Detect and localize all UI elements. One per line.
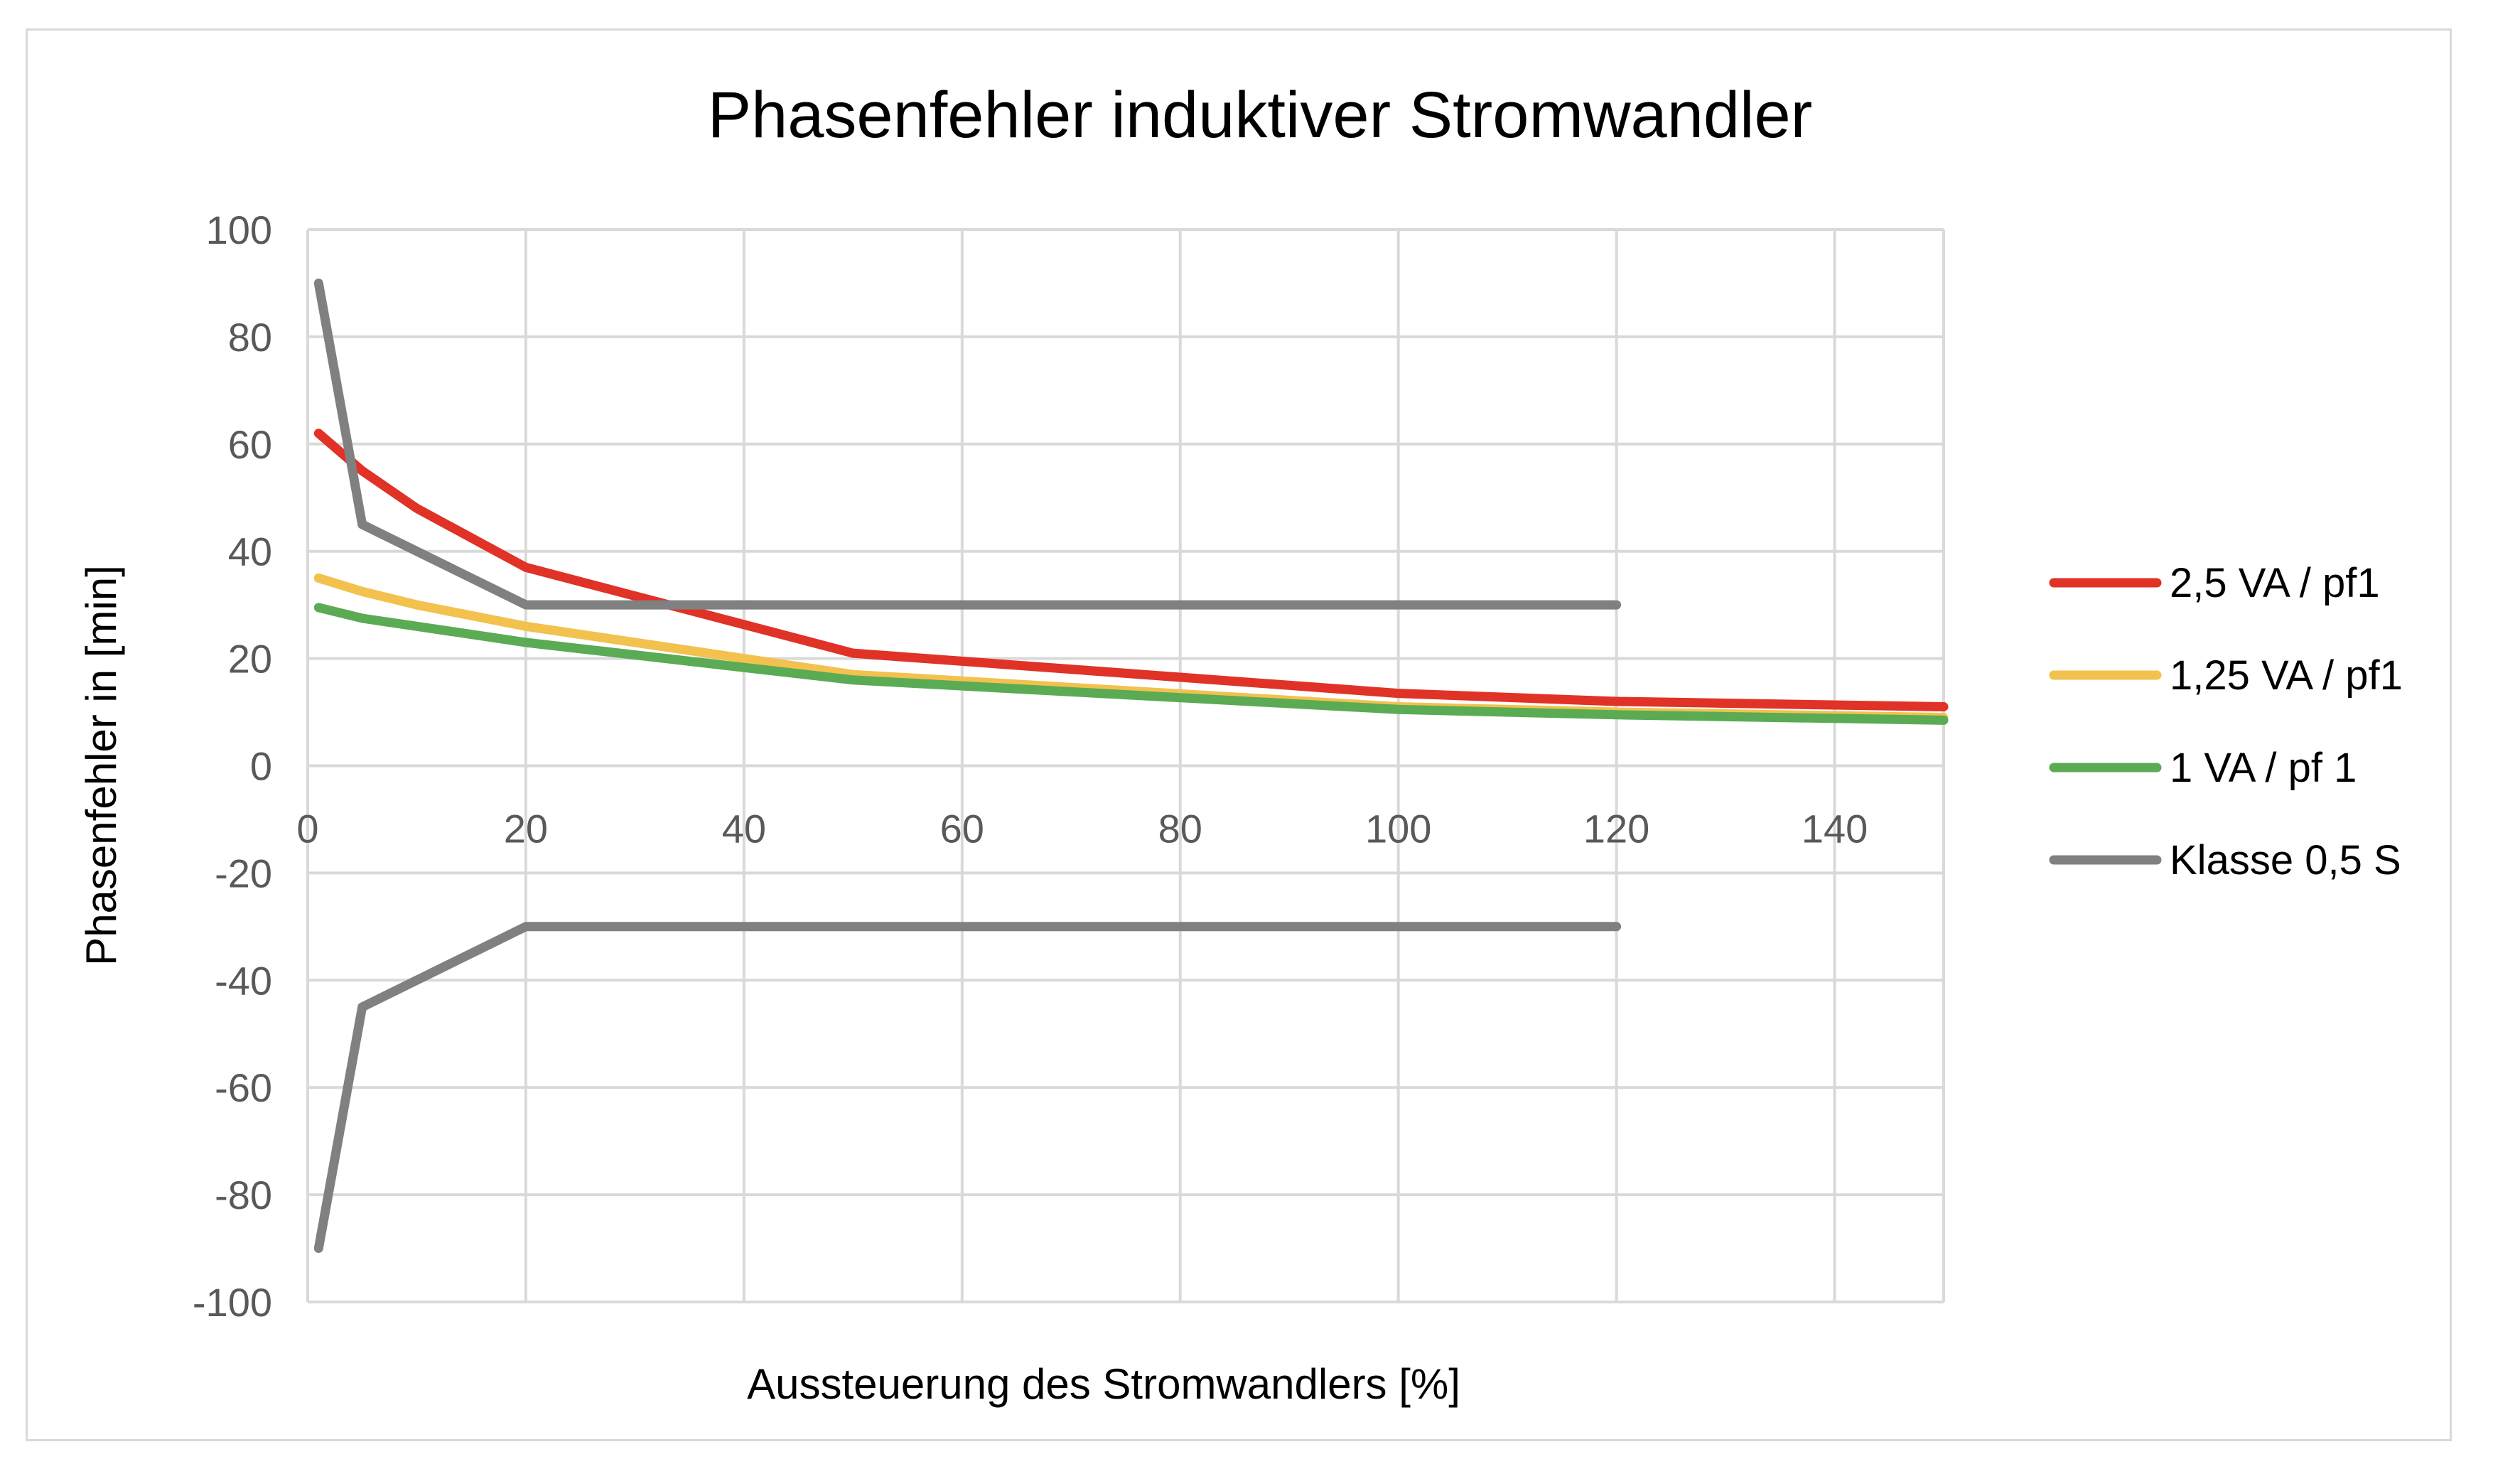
x-tick-label: 40	[722, 807, 766, 851]
y-tick-label: -40	[215, 958, 272, 1003]
y-tick-label: 40	[228, 529, 272, 574]
x-tick-label: 60	[940, 807, 984, 851]
legend-label-3: 1 VA / pf 1	[2170, 745, 2357, 791]
y-tick-label: -20	[215, 851, 272, 895]
x-axis-label: Aussteuerung des Stromwandlers [%]	[747, 1360, 1460, 1408]
y-tick-label: 0	[250, 744, 272, 789]
legend-label-2: 1,25 VA / pf1	[2170, 652, 2403, 699]
tick-layer: 100 80 60 40 20 0 -20 -40 -60 -80 -100 0 20 40 60 80 100…	[193, 208, 1868, 1325]
legend: 2,5 VA / pf1 1,25 VA / pf1 1 VA / pf 1 Klas…	[2049, 560, 2403, 883]
chart-frame	[26, 28, 2452, 1441]
y-axis-label: Phasenfehler in [min]	[77, 565, 125, 966]
x-tick-label: 100	[1365, 807, 1431, 851]
series-line-4-part-2	[313, 922, 1622, 1253]
chart-title: Phasenfehler induktiver Stromwandler	[708, 79, 1813, 151]
x-tick-label: 120	[1583, 807, 1649, 851]
x-tick-label: 20	[504, 807, 548, 851]
grid-layer	[306, 228, 1945, 1303]
y-tick-label: -100	[193, 1280, 272, 1325]
series-line-4-part-1	[313, 279, 1622, 610]
series-layer	[313, 279, 1949, 1253]
x-tick-label: 80	[1158, 807, 1202, 851]
y-tick-label: -60	[215, 1065, 272, 1110]
y-tick-label: 60	[228, 422, 272, 467]
legend-label-1: 2,5 VA / pf1	[2170, 560, 2380, 606]
series-line-1	[313, 429, 1949, 711]
y-tick-label: 80	[228, 315, 272, 360]
legend-label-4: Klasse 0,5 S	[2170, 837, 2401, 883]
y-tick-label: 100	[206, 208, 272, 252]
x-tick-label: 140	[1802, 807, 1868, 851]
x-tick-label: 0	[296, 807, 318, 851]
y-tick-label: 20	[228, 637, 272, 682]
y-tick-label: -80	[215, 1173, 272, 1217]
series-line-3	[313, 603, 1949, 725]
